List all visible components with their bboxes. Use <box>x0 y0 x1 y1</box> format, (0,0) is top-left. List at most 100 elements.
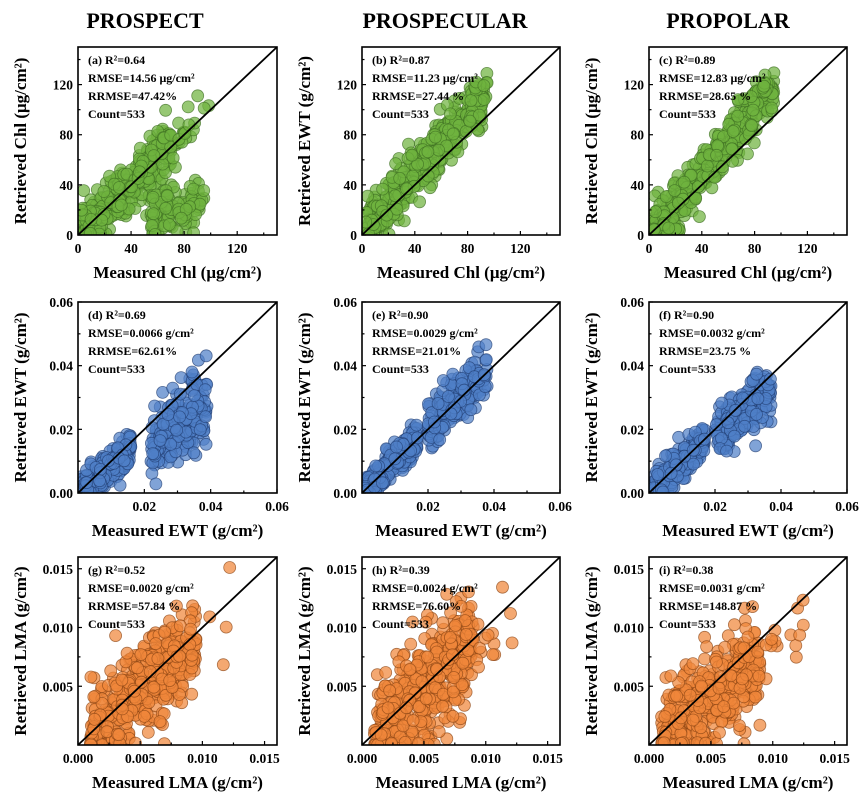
y-tick-label: 0 <box>637 228 644 243</box>
data-point <box>436 699 450 713</box>
y-tick-label: 0.06 <box>333 295 357 310</box>
data-point <box>700 640 713 654</box>
data-point <box>796 593 810 607</box>
y-tick-label: 0.02 <box>620 422 644 437</box>
y-tick-label: 0.005 <box>43 679 74 694</box>
data-point <box>672 196 685 210</box>
data-point <box>471 617 485 631</box>
one-to-one-line <box>648 556 848 746</box>
x-tick-label: 120 <box>797 241 818 256</box>
data-point <box>443 631 457 644</box>
stats-line: RRMSE=47.42% <box>88 89 177 103</box>
plot-frame <box>77 46 278 236</box>
data-point <box>129 736 142 745</box>
y-tick-label: 0.010 <box>327 621 358 636</box>
y-tick-label: 120 <box>624 78 645 93</box>
data-point <box>84 212 98 226</box>
data-point <box>505 636 519 650</box>
y-tick-label: 0.06 <box>620 295 644 310</box>
data-point <box>203 610 217 624</box>
stats-line: Count=533 <box>88 617 145 631</box>
x-tick-label: 0.005 <box>125 751 156 766</box>
data-point <box>726 125 740 138</box>
data-point <box>388 189 402 203</box>
stats-line: RMSE=0.0032 g/cm² <box>659 326 765 340</box>
y-tick-label: 0 <box>66 228 73 243</box>
data-point <box>406 615 419 629</box>
data-point <box>477 79 491 92</box>
data-point <box>174 211 188 225</box>
y-tick-label: 0.010 <box>614 621 645 636</box>
stats-line: RRMSE=62.61% <box>88 344 177 358</box>
stats-line: Count=533 <box>372 362 429 376</box>
data-point <box>199 437 213 451</box>
data-point <box>390 440 403 454</box>
x-tick-label: 80 <box>177 241 191 256</box>
data-point <box>710 737 723 745</box>
data-point <box>757 79 771 93</box>
data-point <box>84 670 98 684</box>
data-point <box>142 696 156 709</box>
data-point <box>185 365 199 379</box>
stats-line: (e) R²=0.90 <box>372 308 428 322</box>
data-point <box>445 648 459 662</box>
data-point <box>477 93 491 106</box>
y-tick-label: 0.015 <box>614 562 645 577</box>
data-point <box>117 454 131 468</box>
data-point <box>686 657 700 670</box>
data-point <box>147 207 160 221</box>
data-point <box>717 700 731 713</box>
data-point <box>444 407 458 421</box>
stats-line: (c) R²=0.89 <box>659 53 715 67</box>
point-layer <box>362 67 494 235</box>
data-point <box>496 580 509 594</box>
data-point <box>120 646 134 660</box>
data-point <box>151 652 165 665</box>
data-point <box>441 390 455 403</box>
x-axis-label: Measured LMA (g/cm²) <box>376 773 547 792</box>
x-axis-label: Measured LMA (g/cm²) <box>663 773 834 792</box>
stats-line: RRMSE=28.65 % <box>659 89 751 103</box>
data-point <box>219 620 233 634</box>
x-tick-label: 0.015 <box>249 751 280 766</box>
data-point <box>710 655 723 669</box>
stats-line: Count=533 <box>659 107 716 121</box>
x-axis-label: Measured EWT (g/cm²) <box>92 521 264 540</box>
data-point <box>410 431 424 445</box>
data-point <box>455 678 469 692</box>
data-point <box>191 89 205 103</box>
data-point <box>421 145 435 159</box>
data-point <box>362 215 373 229</box>
data-point <box>454 600 468 613</box>
stats-line: (h) R²=0.39 <box>372 563 430 577</box>
x-tick-label: 80 <box>748 241 762 256</box>
data-point <box>403 663 417 676</box>
data-point <box>725 142 739 156</box>
stats-line: Count=533 <box>88 107 145 121</box>
plot-frame <box>361 46 561 236</box>
data-point <box>413 195 427 209</box>
x-tick-label: 0.005 <box>409 751 440 766</box>
data-point <box>419 692 433 706</box>
stats-line: RRMSE=148.87 % <box>659 599 757 613</box>
data-point <box>668 184 681 198</box>
data-point <box>750 407 763 421</box>
y-tick-label: 0.02 <box>333 422 357 437</box>
data-point <box>388 452 402 466</box>
data-point <box>713 726 726 739</box>
plot-frame <box>648 46 848 236</box>
stats-line: Count=533 <box>659 362 716 376</box>
data-point <box>793 628 807 642</box>
data-point <box>728 618 741 632</box>
y-axis-label: Retrieved LMA (g/cm²) <box>582 566 601 735</box>
data-point <box>421 650 434 664</box>
data-point <box>432 143 446 157</box>
x-tick-label: 40 <box>408 241 422 256</box>
data-point <box>114 198 128 212</box>
x-axis-label: Measured Chl (μg/cm²) <box>93 263 261 282</box>
x-tick-label: 0 <box>75 241 82 256</box>
data-point <box>721 416 735 430</box>
data-point <box>187 226 200 235</box>
y-tick-label: 0.00 <box>620 486 644 501</box>
y-tick-label: 80 <box>344 128 358 143</box>
